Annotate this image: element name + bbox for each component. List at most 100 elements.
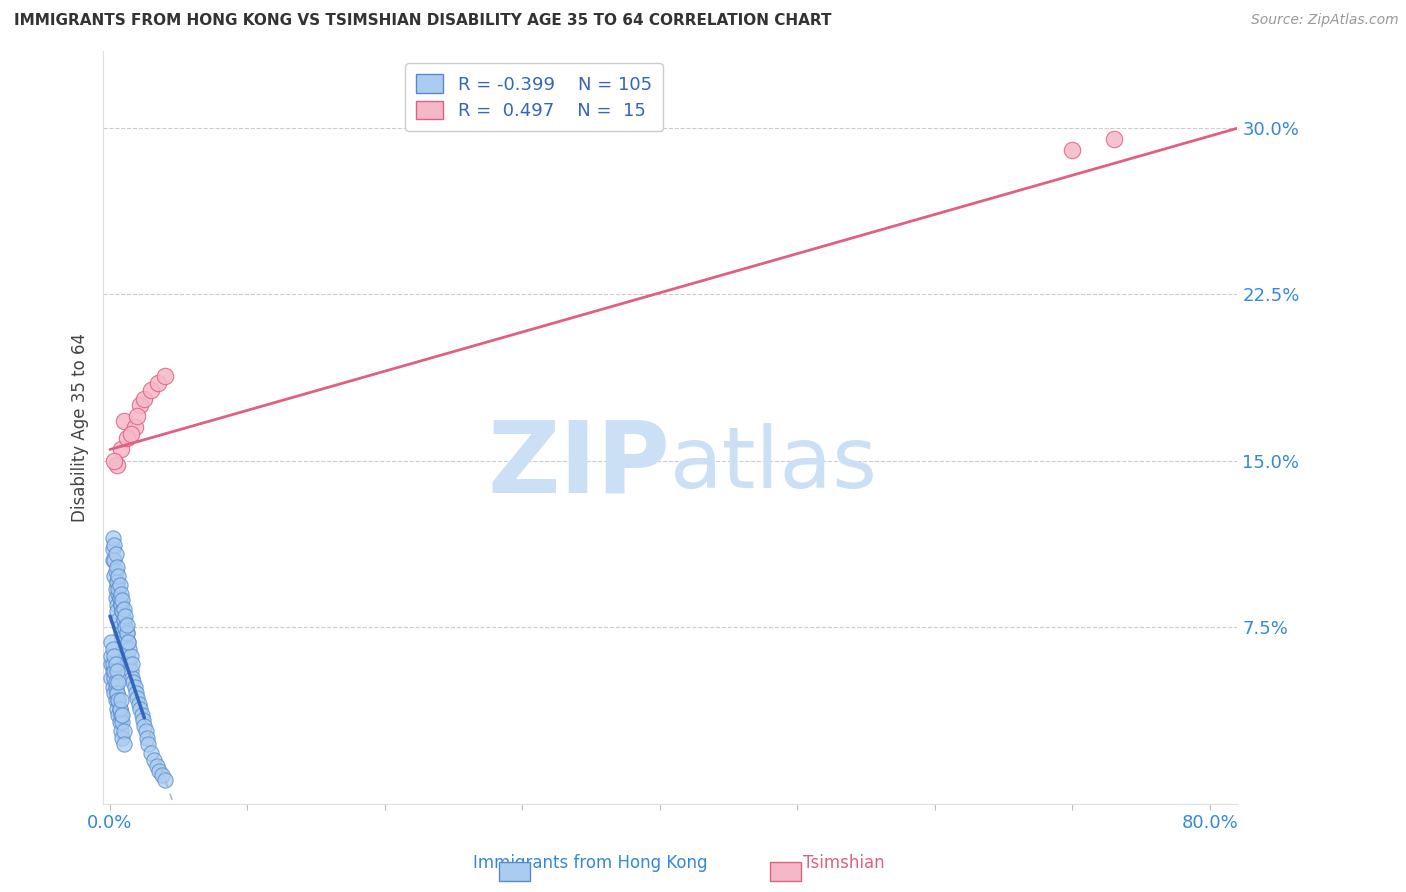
Point	[104, 657, 127, 672]
Text: atlas: atlas	[671, 424, 879, 507]
Point	[105, 686, 128, 700]
Point	[103, 671, 125, 685]
Point	[114, 608, 136, 623]
Point	[100, 657, 122, 672]
Point	[105, 686, 128, 700]
Point	[103, 453, 125, 467]
Point	[103, 648, 125, 663]
Point	[103, 538, 125, 552]
Point	[114, 620, 136, 634]
Point	[105, 458, 128, 472]
Point	[100, 648, 122, 663]
Point	[104, 693, 127, 707]
Point	[129, 398, 152, 412]
Point	[111, 593, 134, 607]
Point	[108, 702, 131, 716]
Point	[105, 664, 128, 678]
Point	[101, 664, 124, 678]
Point	[127, 409, 149, 424]
Point	[117, 635, 139, 649]
Point	[141, 746, 163, 760]
Point	[108, 714, 131, 729]
Text: Immigrants from Hong Kong: Immigrants from Hong Kong	[474, 855, 707, 872]
Point	[111, 604, 134, 618]
Point	[104, 591, 127, 605]
Point	[107, 693, 129, 707]
Point	[111, 714, 134, 729]
Point	[104, 547, 127, 561]
Point	[134, 719, 156, 733]
Point	[111, 604, 134, 618]
Point	[107, 613, 129, 627]
Point	[115, 648, 138, 663]
Point	[143, 753, 166, 767]
Point	[115, 626, 138, 640]
Point	[150, 768, 173, 782]
Point	[112, 613, 135, 627]
Point	[148, 764, 170, 778]
Point	[111, 708, 134, 723]
Point	[103, 568, 125, 582]
Point	[118, 657, 141, 672]
Point	[134, 392, 156, 406]
Point	[115, 626, 138, 640]
Point	[104, 675, 127, 690]
Point	[132, 713, 155, 727]
Point	[127, 690, 149, 705]
Point	[107, 568, 129, 582]
Point	[110, 723, 132, 738]
Point	[146, 376, 169, 390]
Point	[115, 431, 138, 445]
Point	[105, 702, 128, 716]
Point	[101, 553, 124, 567]
Point	[101, 531, 124, 545]
Point	[110, 693, 132, 707]
Point	[103, 553, 125, 567]
Point	[1062, 144, 1084, 158]
Point	[101, 641, 124, 656]
Point	[101, 657, 124, 672]
Point	[104, 582, 127, 596]
Point	[110, 598, 132, 612]
Point	[118, 641, 141, 656]
Point	[117, 653, 139, 667]
Point	[153, 772, 176, 787]
Point	[108, 577, 131, 591]
Point	[153, 369, 176, 384]
Point	[107, 693, 129, 707]
Point	[107, 582, 129, 596]
Point	[107, 675, 129, 690]
Text: Source: ZipAtlas.com: Source: ZipAtlas.com	[1251, 13, 1399, 28]
Point	[131, 708, 153, 723]
Point	[136, 731, 159, 745]
Point	[111, 631, 134, 645]
Point	[101, 542, 124, 557]
Point	[121, 671, 143, 685]
Legend: R = -0.399    N = 105, R =  0.497    N =  15: R = -0.399 N = 105, R = 0.497 N = 15	[405, 63, 662, 131]
Point	[114, 620, 136, 634]
Point	[112, 635, 135, 649]
Point	[124, 680, 146, 694]
Text: Tsimshian: Tsimshian	[803, 855, 884, 872]
Y-axis label: Disability Age 35 to 64: Disability Age 35 to 64	[72, 333, 89, 522]
Point	[104, 565, 127, 579]
Point	[108, 702, 131, 716]
Point	[121, 657, 143, 672]
Point	[1102, 132, 1125, 146]
Point	[105, 575, 128, 590]
Point	[112, 602, 135, 616]
Point	[110, 442, 132, 457]
Point	[111, 731, 134, 745]
Point	[120, 427, 142, 442]
Point	[125, 686, 148, 700]
Point	[107, 586, 129, 600]
Point	[135, 723, 157, 738]
Point	[115, 617, 138, 632]
Point	[117, 635, 139, 649]
Point	[120, 648, 142, 663]
Point	[107, 708, 129, 723]
Point	[101, 680, 124, 694]
Point	[114, 641, 136, 656]
Point	[110, 586, 132, 600]
Point	[128, 698, 150, 712]
